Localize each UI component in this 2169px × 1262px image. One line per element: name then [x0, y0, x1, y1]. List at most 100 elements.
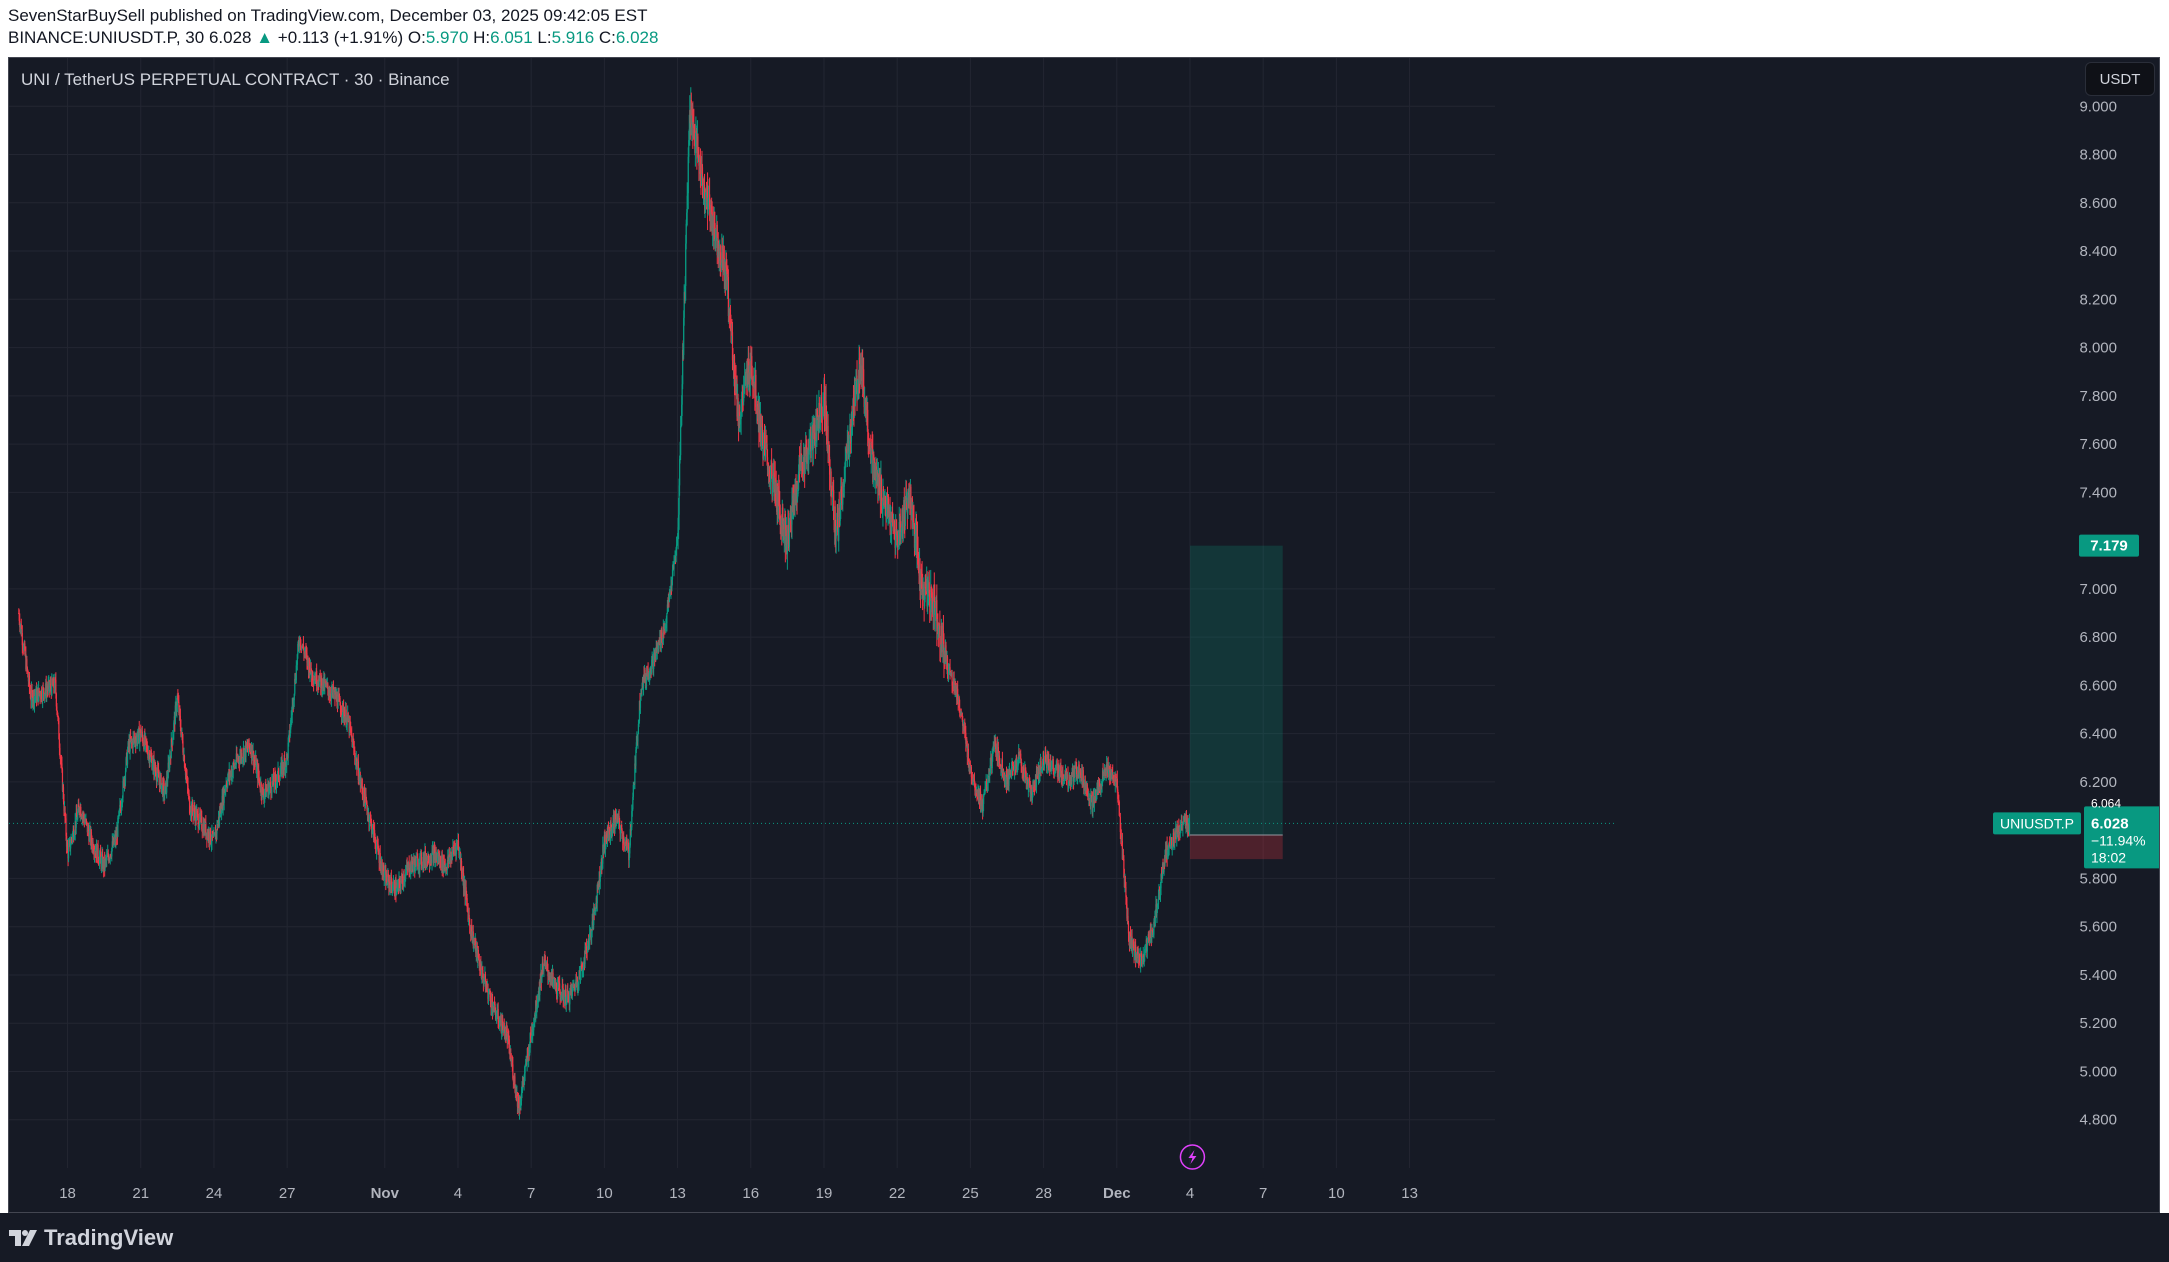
candle-body — [1115, 776, 1117, 780]
candle-body — [1021, 765, 1023, 767]
candle-body — [793, 498, 795, 505]
candle-body — [83, 813, 85, 819]
candle-body — [518, 1102, 521, 1114]
candle-body — [999, 763, 1001, 765]
candle-body — [1107, 764, 1109, 774]
candle-body — [917, 551, 919, 556]
candle-body — [1029, 784, 1031, 797]
tradingview-logo[interactable]: TradingView — [8, 1225, 173, 1251]
candle-body — [1183, 818, 1185, 824]
candlestick-chart[interactable]: 9.000 8.800 8.600 8.400 8.200 8.000 7.800 7.600… — [9, 58, 2159, 1212]
symbol-tag-bg — [1993, 812, 2081, 835]
candle-body — [742, 392, 744, 398]
candle-body — [360, 783, 362, 785]
candle-body — [843, 486, 845, 494]
candle-body — [760, 440, 763, 445]
candle-body — [651, 659, 653, 673]
candle-body — [429, 860, 431, 865]
chart-pane[interactable]: 9.000 8.800 8.600 8.400 8.200 8.000 7.800 7.600… — [8, 57, 2160, 1213]
candle-body — [285, 762, 287, 771]
candle-body — [805, 446, 807, 457]
candle-body — [832, 488, 834, 496]
candle-body — [213, 834, 216, 836]
candle-body — [137, 737, 139, 743]
candle-body — [993, 741, 995, 751]
candle-body — [998, 755, 1000, 764]
candle-body — [1160, 874, 1163, 879]
candle-body — [602, 844, 604, 864]
candle-body — [585, 946, 588, 951]
candle-body — [822, 404, 824, 418]
candle-body — [1024, 768, 1026, 781]
candle-body — [1103, 772, 1105, 774]
candle-body — [180, 726, 182, 736]
candle-body — [615, 814, 618, 822]
candle-body — [297, 643, 299, 655]
candle-body — [499, 1022, 501, 1027]
candle-body — [565, 1003, 567, 1005]
candle-body — [436, 853, 438, 861]
candle-body — [721, 245, 723, 263]
candle-body — [794, 494, 796, 508]
candle-body — [50, 683, 52, 689]
candle-body — [760, 413, 762, 445]
candle-body — [520, 1092, 523, 1101]
candle-body — [1091, 795, 1093, 798]
candle-body — [1087, 794, 1089, 797]
candle-body — [903, 499, 905, 522]
candle-body — [455, 843, 458, 855]
candle-body — [711, 204, 713, 212]
candle-body — [330, 692, 332, 699]
candle-body — [813, 423, 815, 434]
candle-body — [177, 699, 179, 702]
candle-body — [856, 392, 859, 397]
candle-body — [38, 688, 40, 694]
candle-body — [308, 661, 311, 676]
candle-body — [967, 748, 969, 765]
candle-body — [701, 167, 704, 182]
change-arrow-icon: ▲ — [256, 28, 274, 47]
candle-body — [537, 1001, 539, 1003]
candle-body — [725, 261, 727, 268]
candle-body — [697, 136, 699, 151]
candle-body — [746, 368, 748, 386]
candle-body — [251, 757, 254, 760]
candle-body — [463, 882, 465, 889]
candle-body — [78, 806, 80, 813]
candle-body — [859, 378, 861, 383]
candle-body — [746, 368, 748, 374]
candle-body — [316, 670, 318, 686]
candle-body — [952, 686, 954, 688]
candle-body — [678, 485, 680, 515]
candle-body — [312, 680, 314, 682]
candle-body — [375, 840, 377, 848]
candle-body — [727, 274, 729, 278]
candle-body — [1043, 765, 1045, 767]
candle-body — [716, 224, 718, 256]
candle-body — [676, 543, 678, 545]
candle-body — [936, 600, 938, 632]
candle-body — [845, 449, 847, 462]
candle-body — [118, 811, 120, 818]
candle-body — [914, 529, 917, 544]
candle-body — [832, 488, 834, 491]
candle-body — [529, 1047, 531, 1056]
candle-body — [988, 775, 990, 777]
candle-body — [796, 483, 798, 499]
candle-body — [19, 620, 21, 628]
candle-body — [31, 692, 34, 705]
candle-body — [552, 979, 555, 981]
currency-button[interactable]: USDT — [2085, 62, 2155, 96]
candle-body — [580, 965, 582, 972]
candle-body — [800, 453, 802, 460]
candle-body — [1020, 758, 1022, 766]
candle-body — [363, 787, 366, 798]
candle-body — [838, 507, 840, 541]
candle-body — [296, 664, 298, 666]
candle-body — [400, 882, 402, 889]
candle-body — [189, 814, 192, 816]
candle-body — [607, 827, 609, 830]
last-price: 6.028 — [208, 28, 252, 47]
candles — [18, 87, 1191, 1120]
candle-body — [113, 839, 115, 844]
